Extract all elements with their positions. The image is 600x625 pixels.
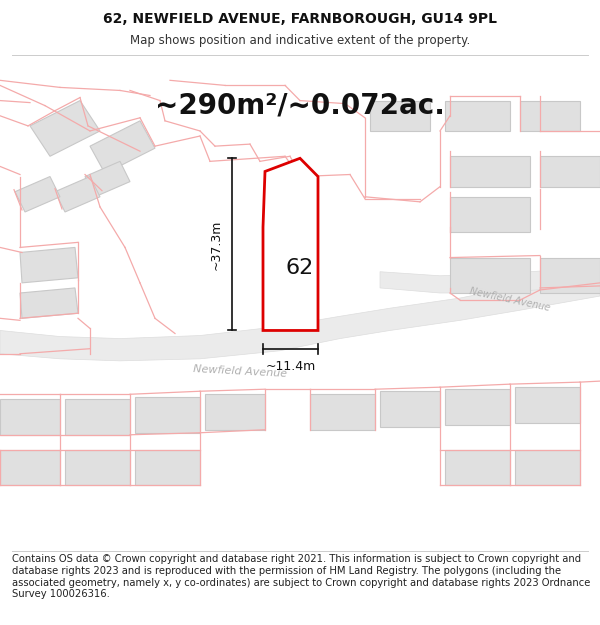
Polygon shape bbox=[450, 258, 530, 293]
Polygon shape bbox=[20, 248, 78, 283]
Polygon shape bbox=[205, 394, 265, 430]
Polygon shape bbox=[310, 394, 375, 430]
Polygon shape bbox=[380, 391, 440, 427]
Polygon shape bbox=[85, 161, 130, 197]
Polygon shape bbox=[380, 262, 600, 293]
Polygon shape bbox=[135, 450, 200, 486]
Polygon shape bbox=[0, 399, 60, 435]
Text: Newfield Avenue: Newfield Avenue bbox=[469, 287, 551, 314]
Text: Contains OS data © Crown copyright and database right 2021. This information is : Contains OS data © Crown copyright and d… bbox=[12, 554, 590, 599]
Polygon shape bbox=[445, 389, 510, 424]
Polygon shape bbox=[370, 101, 430, 131]
Text: 62: 62 bbox=[286, 258, 314, 278]
Polygon shape bbox=[0, 272, 600, 361]
Text: 62, NEWFIELD AVENUE, FARNBOROUGH, GU14 9PL: 62, NEWFIELD AVENUE, FARNBOROUGH, GU14 9… bbox=[103, 12, 497, 26]
Polygon shape bbox=[450, 156, 530, 187]
Polygon shape bbox=[20, 288, 78, 318]
Text: Newfield Avenue: Newfield Avenue bbox=[193, 364, 287, 378]
Polygon shape bbox=[520, 101, 580, 131]
Polygon shape bbox=[135, 398, 200, 432]
Polygon shape bbox=[445, 450, 510, 486]
Text: ~37.3m: ~37.3m bbox=[209, 219, 223, 269]
Polygon shape bbox=[0, 450, 60, 486]
Polygon shape bbox=[90, 121, 155, 174]
Polygon shape bbox=[15, 176, 60, 212]
Polygon shape bbox=[263, 158, 318, 331]
Polygon shape bbox=[540, 156, 600, 187]
Polygon shape bbox=[445, 101, 510, 131]
Text: ~290m²/~0.072ac.: ~290m²/~0.072ac. bbox=[155, 92, 445, 119]
Polygon shape bbox=[65, 399, 130, 435]
Polygon shape bbox=[515, 450, 580, 486]
Text: Map shows position and indicative extent of the property.: Map shows position and indicative extent… bbox=[130, 34, 470, 47]
Polygon shape bbox=[515, 387, 580, 422]
Polygon shape bbox=[65, 450, 130, 486]
Text: ~11.4m: ~11.4m bbox=[265, 361, 316, 373]
Polygon shape bbox=[540, 258, 600, 293]
Polygon shape bbox=[55, 176, 100, 212]
Polygon shape bbox=[30, 101, 100, 156]
Polygon shape bbox=[450, 197, 530, 232]
